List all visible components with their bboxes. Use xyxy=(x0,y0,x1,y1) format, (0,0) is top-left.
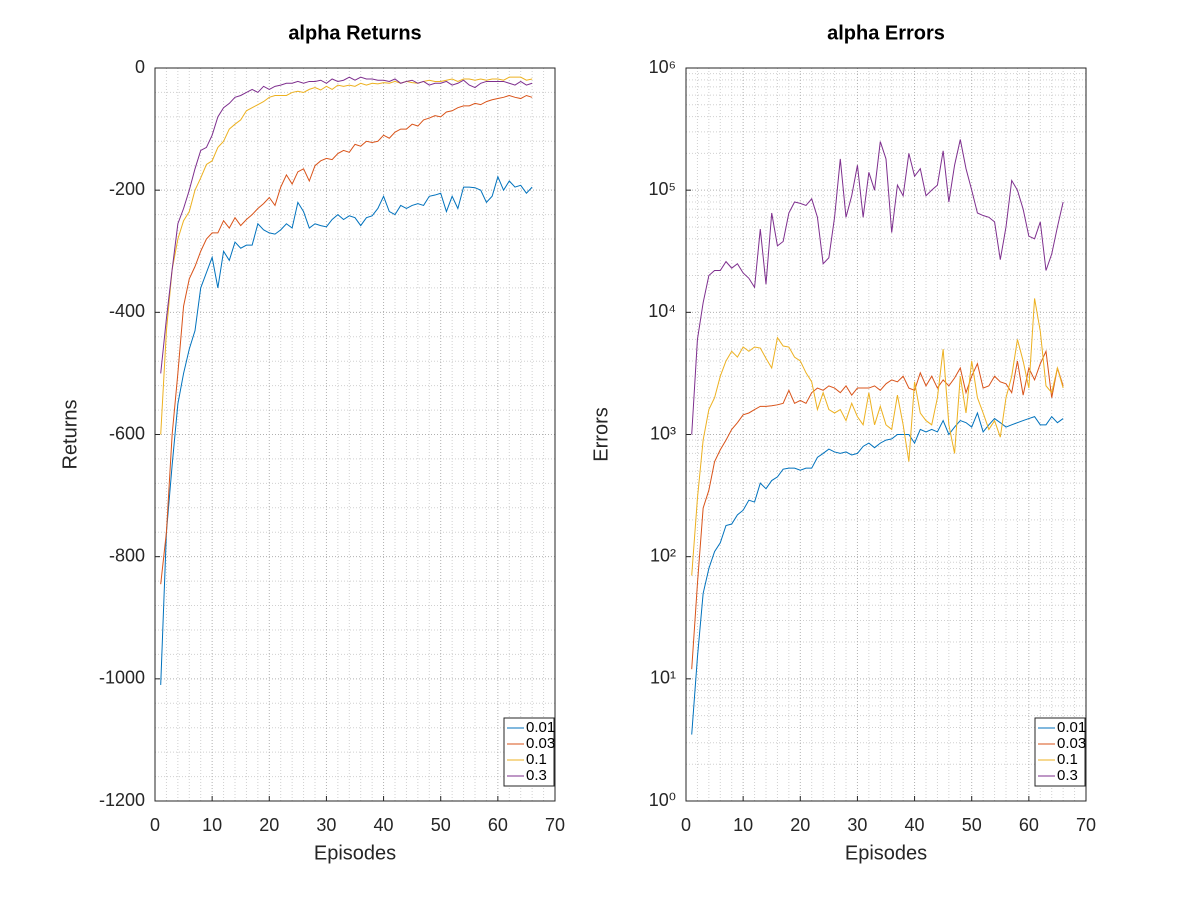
axes-box xyxy=(685,67,1087,802)
series-line xyxy=(160,94,533,585)
legend-label: 0.03 xyxy=(526,735,555,752)
legend-label: 0.01 xyxy=(526,719,555,736)
y-tick-label: -600 xyxy=(109,423,145,443)
x-tick-label: 30 xyxy=(847,815,867,835)
x-axis-label: Episodes xyxy=(314,842,396,864)
series-line xyxy=(160,76,533,374)
x-tick-label: 40 xyxy=(374,815,394,835)
series-line xyxy=(160,175,533,685)
axes-box xyxy=(154,67,556,802)
series-line xyxy=(691,139,1064,435)
legend-box xyxy=(1034,717,1086,787)
y-tick-label: -800 xyxy=(109,545,145,565)
x-tick-label: 10 xyxy=(202,815,222,835)
x-axis-label: Episodes xyxy=(845,842,927,864)
series-line xyxy=(691,411,1064,735)
series-line xyxy=(160,76,533,435)
x-tick-label: 0 xyxy=(150,815,160,835)
legend-box xyxy=(503,717,555,787)
legend-label: 0.1 xyxy=(1057,751,1078,768)
y-axis-label: Errors xyxy=(590,407,612,461)
y-tick-label: 10⁴ xyxy=(648,301,676,321)
x-tick-label: 50 xyxy=(431,815,451,835)
legend-label: 0.3 xyxy=(1057,767,1078,784)
x-tick-label: 40 xyxy=(905,815,925,835)
y-tick-label: -400 xyxy=(109,301,145,321)
y-tick-label: 0 xyxy=(135,57,145,77)
y-tick-label: 10⁵ xyxy=(649,179,676,199)
legend-label: 0.3 xyxy=(526,767,547,784)
x-tick-label: 20 xyxy=(259,815,279,835)
x-tick-label: 60 xyxy=(1019,815,1039,835)
x-tick-label: 30 xyxy=(316,815,336,835)
chart-title: alpha Returns xyxy=(288,22,421,44)
y-tick-label: -200 xyxy=(109,179,145,199)
x-tick-label: 60 xyxy=(488,815,508,835)
x-tick-label: 70 xyxy=(545,815,565,835)
y-axis-label: Returns xyxy=(59,399,81,469)
series-line xyxy=(691,298,1064,576)
x-tick-label: 70 xyxy=(1076,815,1096,835)
y-tick-label: 10² xyxy=(650,545,676,565)
y-tick-label: 10³ xyxy=(650,423,676,443)
x-tick-label: 10 xyxy=(733,815,753,835)
chart-title: alpha Errors xyxy=(827,22,945,44)
x-tick-label: 0 xyxy=(681,815,691,835)
x-tick-label: 50 xyxy=(962,815,982,835)
y-tick-label: 10⁰ xyxy=(649,790,676,810)
legend-label: 0.01 xyxy=(1057,719,1086,736)
y-tick-label: 10⁶ xyxy=(649,57,676,77)
legend-label: 0.1 xyxy=(526,751,547,768)
y-tick-label: -1000 xyxy=(99,668,145,688)
y-tick-label: -1200 xyxy=(99,790,145,810)
x-tick-label: 20 xyxy=(790,815,810,835)
legend-label: 0.03 xyxy=(1057,735,1086,752)
y-tick-label: 10¹ xyxy=(650,668,676,688)
series-line xyxy=(691,349,1064,670)
